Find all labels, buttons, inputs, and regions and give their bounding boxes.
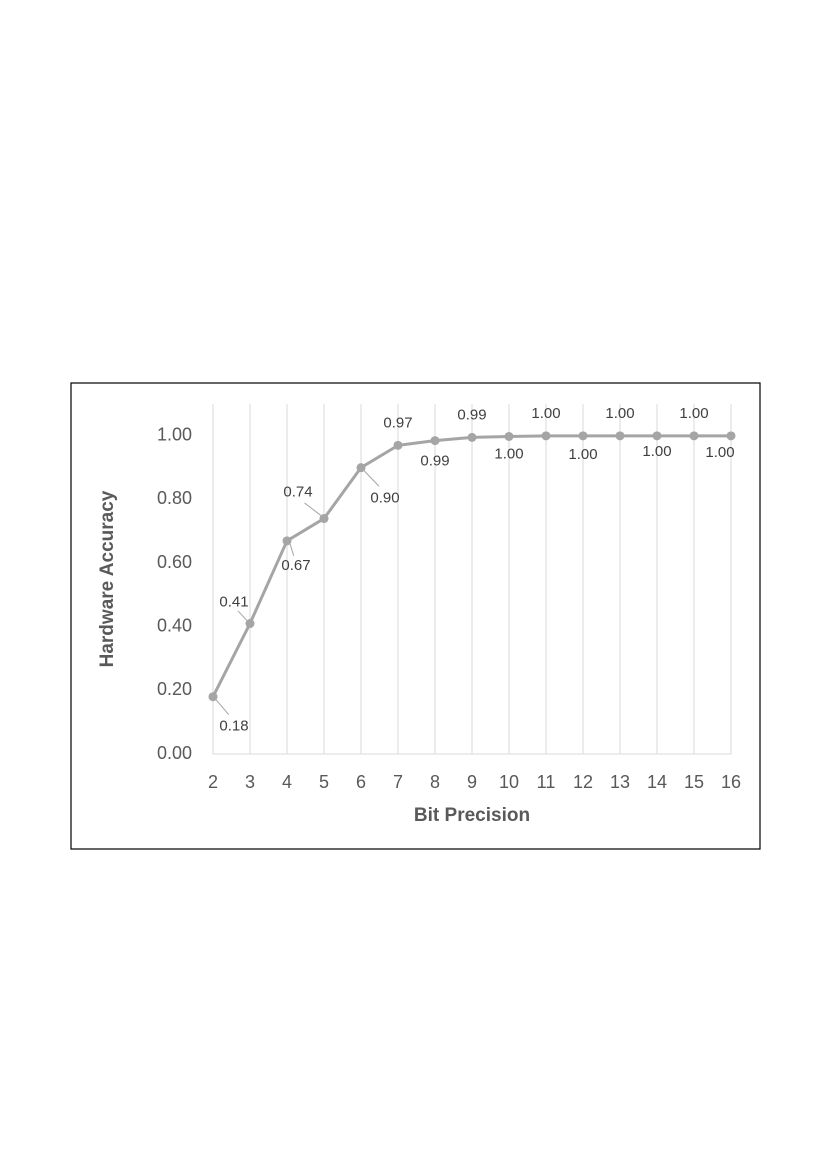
chart-frame — [70, 382, 761, 850]
marker — [245, 619, 255, 629]
x-tick-label: 12 — [573, 772, 593, 792]
y-axis-label: Hardware Accuracy — [97, 490, 118, 667]
marker — [541, 431, 551, 441]
y-tick-label: 0.20 — [157, 679, 192, 699]
marker — [689, 431, 699, 441]
x-tick-label: 11 — [537, 772, 556, 792]
x-tick-label: 2 — [208, 772, 218, 792]
x-tick-label: 3 — [245, 772, 255, 792]
leader-line — [237, 610, 248, 621]
x-tick-label: 16 — [721, 772, 741, 792]
marker — [504, 431, 514, 441]
y-tick-label: 0.60 — [157, 552, 192, 572]
data-label: 1.00 — [568, 446, 597, 463]
data-label: 1.00 — [531, 405, 560, 422]
data-label: 1.00 — [494, 445, 523, 462]
x-tick-label: 9 — [467, 772, 477, 792]
data-label: 0.99 — [420, 453, 449, 470]
x-tick-label: 13 — [610, 772, 630, 792]
data-label: 1.00 — [705, 444, 734, 461]
x-tick-label: 10 — [499, 772, 519, 792]
leader-line — [304, 502, 322, 516]
marker — [467, 432, 477, 442]
data-label: 0.41 — [219, 594, 248, 611]
marker — [356, 463, 366, 473]
data-label: 0.74 — [283, 484, 312, 501]
data-label: 0.18 — [219, 718, 248, 735]
x-tick-label: 5 — [319, 772, 329, 792]
marker — [652, 431, 662, 441]
data-label: 0.90 — [370, 490, 399, 507]
marker — [430, 436, 440, 446]
x-axis-label: Bit Precision — [414, 805, 530, 826]
leader-line — [363, 470, 380, 487]
x-tick-label: 14 — [647, 772, 667, 792]
data-label: 0.67 — [281, 557, 310, 574]
y-tick-label: 1.00 — [157, 425, 192, 445]
data-label: 1.00 — [679, 405, 708, 422]
x-tick-label: 15 — [684, 772, 704, 792]
leader-line — [289, 543, 295, 556]
data-label: 0.97 — [383, 414, 412, 431]
marker — [393, 440, 403, 450]
x-tick-label: 7 — [393, 772, 403, 792]
marker — [319, 514, 329, 524]
x-tick-label: 8 — [430, 772, 440, 792]
marker — [578, 431, 588, 441]
data-label: 0.99 — [457, 406, 486, 423]
marker — [615, 431, 625, 441]
marker — [282, 536, 292, 546]
data-label: 1.00 — [642, 443, 671, 460]
marker — [726, 431, 736, 441]
leader-line — [215, 699, 230, 716]
data-label: 1.00 — [605, 405, 634, 422]
y-tick-label: 0.40 — [157, 615, 192, 635]
marker — [208, 692, 218, 702]
y-tick-label: 0.80 — [157, 488, 192, 508]
y-tick-label: 0.00 — [157, 743, 192, 763]
x-tick-label: 6 — [356, 772, 366, 792]
x-tick-label: 4 — [282, 772, 292, 792]
